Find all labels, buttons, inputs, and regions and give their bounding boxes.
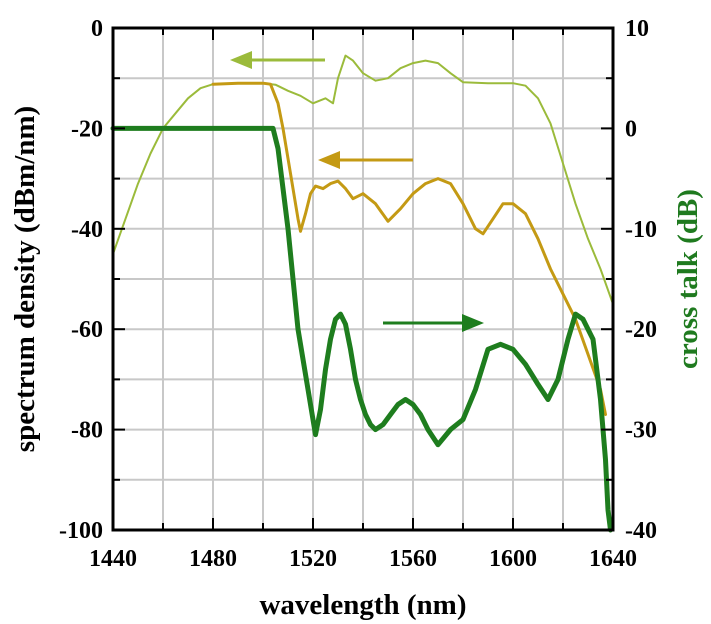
y-left-axis-title: spectrum density (dBm/nm) [9,106,41,452]
grid [113,28,613,530]
series-line-3 [110,125,613,533]
x-tick-label: 1480 [189,546,237,572]
y-right-axis-title: cross talk (dB) [672,189,704,369]
y-left-tick-label: 0 [91,16,103,42]
y-right-tick-label: -40 [625,518,657,544]
arrow-right-icon [462,314,484,332]
y-left-tick-label: -60 [71,317,103,343]
arrows [230,51,484,332]
x-tick-label: 1520 [289,546,337,572]
tick-labels: 1440 1480 1520 1560 1600 1640 0 -20 -40 -60 -80 -10… [59,16,657,572]
series-line-1 [112,54,614,306]
y-right-tick-label: 10 [625,16,649,42]
y-left-tick-label: -80 [71,418,103,444]
ticks [112,27,614,531]
x-axis-title: wavelength (nm) [259,589,466,621]
y-right-tick-label: -10 [625,217,657,243]
y-right-tick-label: -20 [625,317,657,343]
series-line-2 [211,81,607,416]
y-left-tick-label: -40 [71,217,103,243]
x-tick-label: 1440 [89,546,137,572]
arrow-left-icon [230,51,252,69]
y-right-tick-label: 0 [625,116,637,142]
x-tick-label: 1600 [489,546,537,572]
y-left-tick-label: -100 [59,518,103,544]
arrow-left-icon [318,151,340,169]
x-tick-label: 1640 [589,546,637,572]
y-left-tick-label: -20 [71,116,103,142]
series-layer [110,54,614,533]
y-right-tick-label: -30 [625,418,657,444]
x-tick-label: 1560 [389,546,437,572]
